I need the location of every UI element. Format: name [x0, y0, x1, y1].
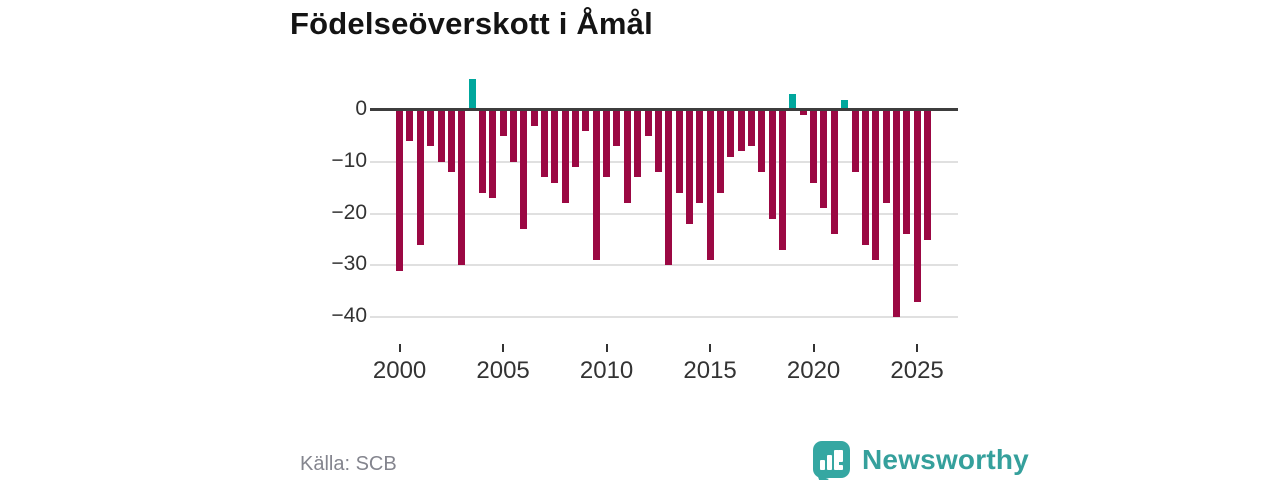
- bar-2014H2[interactable]: [696, 110, 704, 204]
- x-axis-tick-label: 2015: [683, 357, 737, 384]
- bar-2011H1[interactable]: [623, 110, 631, 204]
- y-axis-tick-label: −30: [331, 252, 367, 276]
- bar-2003H2[interactable]: [468, 78, 476, 110]
- bar-2007H1[interactable]: [541, 110, 548, 178]
- bar-2010H1[interactable]: [603, 110, 611, 178]
- zero-axis-line: [370, 108, 958, 111]
- bar-2002H2[interactable]: [447, 110, 455, 173]
- bar-2002H1[interactable]: [437, 110, 445, 162]
- bar-2019H1[interactable]: [789, 94, 797, 110]
- x-axis-tick-label: 2000: [372, 357, 427, 384]
- bar-2012H2[interactable]: [654, 110, 662, 173]
- bar-2003H1[interactable]: [458, 110, 466, 266]
- bar-2000H1[interactable]: [396, 110, 404, 271]
- chart-title: Födelseöverskott i Åmål: [290, 6, 653, 41]
- bar-2004H2[interactable]: [489, 110, 497, 199]
- bar-2013H1[interactable]: [665, 110, 673, 266]
- bar-2001H1[interactable]: [416, 110, 424, 245]
- bar-2019H2[interactable]: [799, 110, 807, 116]
- bar-2008H2[interactable]: [572, 110, 580, 167]
- bar-2022H2[interactable]: [861, 110, 869, 245]
- x-axis-tick-label: 2005: [476, 357, 530, 384]
- bar-2004H1[interactable]: [478, 110, 486, 193]
- bar-2015H2[interactable]: [716, 110, 724, 193]
- gridline: [370, 264, 958, 267]
- bar-2018H2[interactable]: [779, 110, 787, 250]
- x-axis-tick-label: 2020: [786, 357, 841, 384]
- bar-2018H1[interactable]: [768, 110, 776, 219]
- bar-2025H2[interactable]: [923, 110, 931, 240]
- y-axis-tick-label: −10: [331, 148, 367, 172]
- bar-2020H1[interactable]: [810, 110, 818, 183]
- bar-2021H1[interactable]: [830, 110, 838, 235]
- bar-2006H2[interactable]: [530, 110, 538, 126]
- bar-2023H2[interactable]: [882, 110, 890, 204]
- x-axis-tick: [398, 344, 401, 352]
- bar-2013H2[interactable]: [675, 110, 683, 193]
- bar-2014H1[interactable]: [685, 110, 693, 224]
- bar-2005H2[interactable]: [509, 110, 517, 162]
- bar-2017H2[interactable]: [758, 110, 766, 173]
- bar-2009H1[interactable]: [582, 110, 590, 131]
- bar-2021H2[interactable]: [841, 99, 849, 110]
- bar-2016H1[interactable]: [727, 110, 735, 157]
- speech-bubble-bar-chart-icon: [813, 441, 850, 480]
- bar-2020H2[interactable]: [820, 110, 828, 209]
- x-axis-tick-label: 2010: [579, 357, 634, 384]
- gridline: [370, 160, 958, 163]
- bar-2010H2[interactable]: [613, 110, 621, 147]
- bar-2025H1[interactable]: [913, 110, 921, 302]
- bar-2012H1[interactable]: [644, 110, 652, 136]
- bar-2017H1[interactable]: [748, 110, 755, 147]
- x-axis-tick-label: 2025: [890, 357, 944, 384]
- bar-2008H1[interactable]: [561, 110, 569, 204]
- bar-2007H2[interactable]: [551, 110, 559, 183]
- x-axis-tick: [502, 344, 505, 352]
- source-note: Källa: SCB: [300, 453, 397, 475]
- bar-2011H2[interactable]: [634, 110, 642, 178]
- bar-2005H1[interactable]: [499, 110, 507, 136]
- bar-2024H1[interactable]: [892, 110, 900, 318]
- gridline: [370, 316, 958, 319]
- newsworthy-logo[interactable]: Newsworthy: [813, 441, 1029, 480]
- gridline: [370, 212, 958, 215]
- bar-2016H2[interactable]: [737, 110, 745, 152]
- brand-wordmark: Newsworthy: [862, 443, 1029, 475]
- bar-2024H2[interactable]: [903, 110, 911, 235]
- bar-2023H1[interactable]: [872, 110, 880, 261]
- x-axis-tick: [916, 344, 919, 352]
- x-axis-tick: [605, 344, 608, 352]
- bar-2015H1[interactable]: [706, 110, 714, 261]
- y-axis-tick-label: −20: [331, 200, 367, 224]
- bar-2001H2[interactable]: [427, 110, 435, 147]
- bar-2009H2[interactable]: [592, 110, 600, 261]
- bar-2006H1[interactable]: [520, 110, 528, 230]
- y-axis-tick-label: −40: [331, 304, 367, 328]
- bar-2000H2[interactable]: [406, 110, 414, 142]
- x-axis-tick: [709, 344, 712, 352]
- y-axis-tick-label: 0: [355, 97, 367, 120]
- x-axis-tick: [812, 344, 815, 352]
- bar-2022H1[interactable]: [851, 110, 859, 173]
